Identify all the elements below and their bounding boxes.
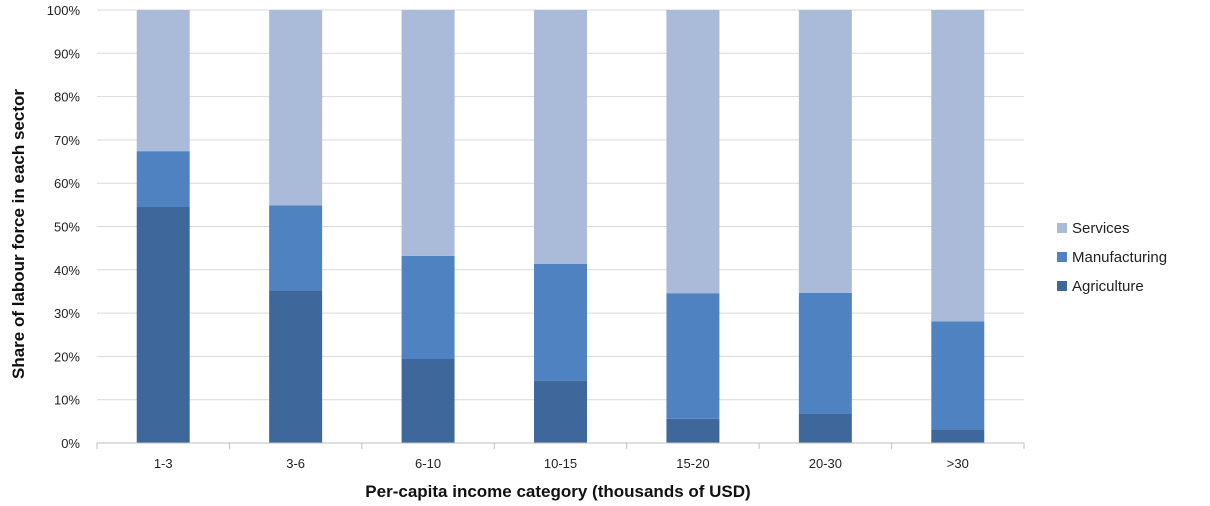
y-tick-label: 30% [54, 306, 80, 321]
x-tick-label: 3-6 [286, 456, 305, 471]
legend: Services Manufacturing Agriculture [1057, 220, 1167, 295]
bar-manufacturing-20-30 [798, 292, 852, 414]
bar-services-15-20 [666, 10, 720, 294]
bar-manufacturing-1-3 [136, 151, 190, 208]
legend-label-agriculture: Agriculture [1072, 278, 1144, 295]
x-tick-label: >30 [947, 456, 969, 471]
y-tick-label: 40% [54, 263, 80, 278]
bar-services-20-30 [798, 10, 852, 293]
legend-swatch-manufacturing [1057, 252, 1067, 262]
bar-manufacturing--30 [931, 321, 985, 430]
bar-agriculture-6-10 [401, 358, 455, 443]
legend-label-manufacturing: Manufacturing [1072, 249, 1167, 266]
bar-services-1-3 [136, 10, 190, 152]
bar-services-10-15 [534, 10, 587, 264]
legend-swatch-agriculture [1057, 281, 1067, 291]
x-axis-title: Per-capita income category (thousands of… [365, 482, 750, 501]
x-tick-label: 6-10 [415, 456, 441, 471]
y-tick-label: 80% [54, 90, 80, 105]
bar-manufacturing-10-15 [534, 263, 587, 381]
legend-swatch-services [1057, 223, 1067, 233]
bars [136, 10, 985, 443]
y-axis-title: Share of labour force in each sector [9, 89, 28, 379]
x-tick-label: 1-3 [154, 456, 173, 471]
bar-agriculture-1-3 [136, 207, 190, 443]
bar-services-6-10 [401, 10, 455, 256]
bar-agriculture-15-20 [666, 418, 720, 443]
y-tick-label: 10% [54, 393, 80, 408]
bar-agriculture--30 [931, 429, 985, 443]
y-tick-label: 60% [54, 176, 80, 191]
legend-label-services: Services [1072, 220, 1130, 237]
bar-agriculture-20-30 [798, 413, 852, 443]
y-axis-tick-labels: 0% 10% 20% 30% 40% 50% 60% 70% 80% 90% 100% [47, 3, 81, 451]
y-tick-label: 100% [47, 3, 81, 18]
bar-services-3-6 [269, 10, 323, 206]
bar-manufacturing-6-10 [401, 255, 455, 359]
bar-manufacturing-3-6 [269, 205, 323, 291]
bar-manufacturing-15-20 [666, 293, 720, 419]
bar-agriculture-3-6 [269, 290, 323, 443]
y-tick-label: 90% [54, 46, 80, 61]
y-tick-label: 0% [61, 436, 80, 451]
y-tick-label: 20% [54, 349, 80, 364]
x-tick-label: 10-15 [544, 456, 577, 471]
x-axis-tick-labels: 1-3 3-6 6-10 10-15 15-20 20-30 >30 [96, 443, 1025, 471]
y-tick-label: 50% [54, 220, 80, 235]
bar-services--30 [931, 10, 985, 322]
x-tick-label: 20-30 [809, 456, 842, 471]
x-tick-label: 15-20 [676, 456, 709, 471]
bar-agriculture-10-15 [534, 380, 587, 443]
y-tick-label: 70% [54, 133, 80, 148]
